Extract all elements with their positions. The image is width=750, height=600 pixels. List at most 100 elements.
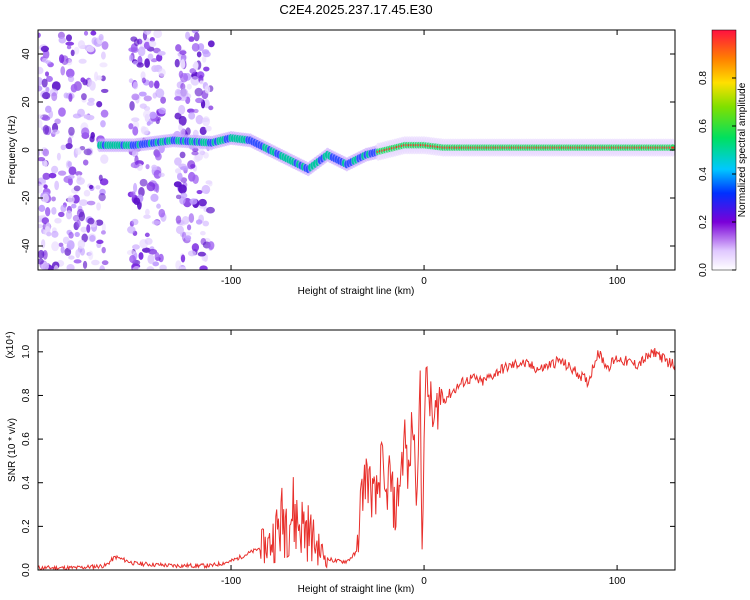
spectrogram-noise-cell (179, 50, 187, 55)
spectrogram-noise-cell (185, 127, 191, 136)
spectrogram-noise-cell (101, 222, 106, 232)
spectrogram-noise-cell (83, 30, 89, 36)
spectrogram-noise-cell (101, 246, 106, 254)
spectrogram-noise-cell (132, 126, 139, 136)
spectrogram-noise-cell (199, 80, 204, 85)
spectrogram-noise-cell (88, 250, 94, 260)
spectrogram-noise-cell (132, 265, 141, 270)
spectrogram-noise-cell (42, 148, 50, 157)
spectrogram-noise-cell (87, 97, 95, 103)
spectrogram-noise-cell (51, 129, 60, 135)
spectrogram-noise-cell (149, 111, 157, 119)
spectrogram-noise-cell (86, 46, 95, 53)
spectrogram-noise-cell (129, 255, 136, 264)
spectrogram-noise-cell (145, 208, 150, 216)
spectrogram-ytick-label: -40 (21, 238, 32, 253)
spectrogram-noise-cell (174, 168, 181, 174)
spectrogram-noise-cell (189, 68, 197, 74)
spectrogram-noise-cell (128, 123, 134, 130)
spectrogram-noise-cell (73, 185, 81, 192)
spectrogram-noise-cell (144, 232, 150, 238)
spectrogram-noise-cell (143, 30, 152, 35)
spectrogram-noise-cell (131, 117, 140, 122)
spectrogram-noise-cell (41, 91, 51, 100)
spectrogram-noise-cell (132, 81, 139, 90)
spectrogram-noise-cell (54, 180, 60, 191)
spectrogram-noise-cell (81, 127, 90, 137)
spectrogram-noise-cell (78, 199, 88, 206)
spectrogram-noise-cell (143, 41, 151, 50)
spectrogram-noise-cell (89, 235, 96, 242)
spectrogram-noise-cell (174, 157, 182, 166)
spectrogram-noise-cell (51, 241, 60, 252)
spectrogram-noise-cell (140, 125, 147, 133)
spectrogram-noise-cell (57, 170, 67, 176)
spectrogram-noise-cell (138, 252, 144, 260)
colorbar-gradient (711, 29, 737, 271)
colorbar-tick-label: 0.0 (698, 263, 709, 277)
spectrogram-noise-cell (131, 93, 140, 101)
spectrogram-ylabel: Frequency (Hz) (7, 116, 18, 185)
spectrogram-noise-cell (99, 62, 108, 68)
spectrogram-noise-cell (153, 80, 160, 89)
spectrogram-noise-cell (38, 183, 43, 194)
spectrogram-noise-cell (207, 40, 215, 48)
spectrogram-noise-cell (174, 96, 182, 101)
spectrogram-noise-cell (143, 214, 151, 219)
spectrogram-noise-cell (101, 41, 109, 50)
spectrogram-noise-cell (147, 254, 155, 265)
spectrogram-ytick-label: 20 (21, 96, 32, 108)
spectrogram-noise-cell (51, 92, 58, 102)
spectrogram-noise-cell (154, 251, 160, 261)
spectrogram-noise-cell (76, 219, 81, 228)
spectrogram-noise-cell (196, 189, 203, 195)
spectrogram-noise-cell (95, 185, 101, 190)
spectrogram-noise-cell (43, 184, 48, 189)
spectrogram-noise-cell (65, 34, 73, 42)
spectrogram-noise-cell (42, 124, 50, 135)
spectrogram-noise-cell (202, 116, 211, 127)
spectrogram-noise-cell (63, 92, 69, 99)
spectrogram-noise-cell (133, 182, 138, 193)
spectrogram-noise-cell (56, 152, 61, 161)
spectrogram-noise-cell (194, 87, 203, 97)
snr-xlabel: Height of straight line (km) (298, 584, 415, 595)
spectrogram-noise-cell (193, 32, 200, 42)
spectrogram-noise-cell (201, 184, 211, 194)
spectrogram-noise-cell (158, 68, 166, 77)
spectrogram-noise-cell (179, 151, 186, 159)
spectrogram-noise-cell (68, 255, 75, 260)
spectrogram-noise-cell (174, 88, 182, 98)
spectrogram-noise-cell (38, 66, 44, 75)
spectrogram-noise-cell (200, 231, 206, 236)
spectrogram-noise-cell (81, 93, 87, 101)
snr-panel: -100 0 100 0.0 0.2 0.4 0.6 0.8 1.0 Height of str… (5, 329, 676, 595)
spectrogram-noise-cell (132, 244, 140, 250)
spectrogram-noise-cell (100, 109, 109, 118)
spectrogram-noise-cell (77, 239, 86, 249)
spectrogram-noise-cell (40, 45, 49, 53)
spectrogram-noise-cell (41, 78, 48, 88)
spectrogram-noise-cell (151, 220, 161, 226)
spectrogram-noise-cell (72, 113, 82, 119)
spectrogram-noise-cell (203, 99, 210, 109)
spectrogram-noise-cell (146, 182, 156, 192)
spectrogram-noise-cell (41, 115, 51, 121)
spectrogram-noise-cell (65, 41, 75, 46)
spectrogram-noise-cell (187, 160, 196, 170)
spectrogram-noise-cell (186, 83, 192, 90)
spectrogram-noise-cell (38, 119, 43, 128)
spectrogram-noise-cell (180, 192, 188, 199)
spectrogram-noise-cell (45, 60, 52, 65)
spectrogram-noise-cell (62, 236, 70, 245)
spectrogram-noise-cell (206, 206, 215, 214)
snr-frame (37, 329, 676, 571)
spectrogram-noise-cell (51, 196, 56, 202)
spectrogram-noise-cell (45, 105, 52, 114)
spectrogram-noise-cell (100, 88, 109, 93)
spectrogram-noise-cell (68, 93, 73, 102)
spectrogram-noise-cell (38, 77, 43, 86)
spectrogram-image (38, 30, 675, 270)
spectrogram-noise-cell (100, 230, 106, 235)
spectrogram-noise-cell (60, 144, 66, 151)
